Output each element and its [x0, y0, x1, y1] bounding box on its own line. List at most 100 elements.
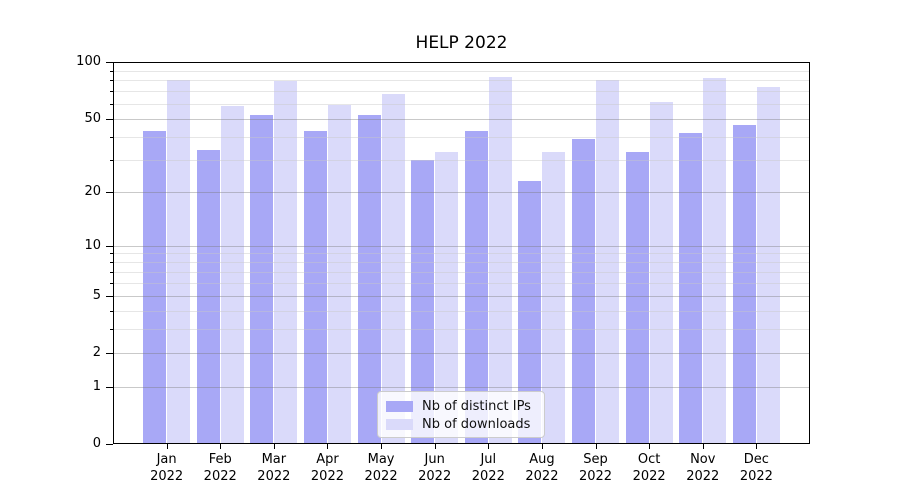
x-tick-mark: [273, 444, 275, 449]
x-label-year: 2022: [418, 469, 452, 484]
bar-ips-mar: [250, 115, 274, 444]
y-tick-label: 2: [92, 345, 101, 361]
y-minor-tick: [110, 80, 113, 82]
y-tick-mark: [106, 192, 113, 193]
major-gridline: [113, 192, 810, 193]
x-tick-mark: [166, 444, 168, 449]
minor-gridline: [113, 253, 810, 255]
x-tick-mark: [488, 444, 490, 449]
bar-downloads-nov: [703, 78, 727, 444]
y-tick-label: 50: [84, 110, 101, 126]
y-minor-tick: [110, 253, 113, 255]
y-minor-tick: [110, 310, 113, 312]
x-label-year: 2022: [364, 469, 398, 484]
minor-gridline: [113, 70, 810, 72]
legend-label-distinct-ips: Nb of distinct IPs: [422, 398, 531, 414]
y-minor-tick: [110, 103, 113, 105]
major-gridline: [113, 295, 810, 297]
x-tick-mark: [434, 444, 436, 449]
bar-downloads-dec: [756, 86, 780, 444]
x-tick-label: Dec 2022: [724, 451, 788, 485]
y-tick-mark: [106, 353, 113, 355]
bar-downloads-apr: [327, 105, 351, 444]
bar-downloads-mar: [274, 81, 298, 444]
y-tick-label: 0: [92, 436, 101, 451]
bar-downloads-jul: [488, 77, 512, 444]
y-tick-mark: [106, 118, 113, 120]
bar-ips-sep: [572, 138, 596, 444]
x-label-month: Jun: [424, 452, 445, 467]
minor-gridline: [113, 329, 810, 331]
major-gridline: [113, 118, 810, 120]
x-label-month: Feb: [208, 452, 232, 467]
x-label-month: Nov: [690, 452, 716, 467]
legend-item-distinct-ips: Nb of distinct IPs: [386, 398, 536, 414]
x-label-year: 2022: [150, 469, 184, 484]
bar-downloads-aug: [542, 152, 566, 444]
x-tick-label: Oct 2022: [617, 451, 681, 485]
x-label-month: Jul: [480, 452, 497, 467]
x-tick-mark: [327, 444, 329, 449]
y-minor-tick: [110, 159, 113, 161]
x-label-year: 2022: [310, 469, 344, 484]
minor-gridline: [113, 136, 810, 138]
x-label-month: Dec: [743, 452, 769, 467]
x-tick-label: Nov 2022: [671, 451, 735, 485]
bar-downloads-oct: [649, 102, 673, 444]
minor-gridline: [113, 310, 810, 312]
y-minor-tick: [110, 282, 113, 284]
x-label-year: 2022: [686, 469, 720, 484]
x-tick-mark: [220, 444, 222, 449]
bar-ips-apr: [303, 130, 327, 444]
bar-downloads-jan: [167, 80, 191, 444]
x-tick-mark: [756, 444, 758, 449]
y-tick-mark: [106, 386, 113, 388]
y-minor-tick: [110, 70, 113, 72]
x-label-month: Jan: [156, 452, 177, 467]
y-tick-label: 5: [92, 287, 101, 303]
bar-ips-nov: [679, 132, 703, 444]
bar-downloads-sep: [596, 80, 620, 444]
major-gridline: [113, 353, 810, 355]
y-tick-label: 10: [84, 237, 101, 253]
x-label-year: 2022: [257, 469, 291, 484]
minor-gridline: [113, 271, 810, 273]
minor-gridline: [113, 80, 810, 82]
legend-label-downloads: Nb of downloads: [422, 416, 531, 432]
major-gridline: [113, 62, 810, 63]
x-tick-label: Mar 2022: [242, 451, 306, 485]
chart-title: HELP 2022: [415, 33, 508, 53]
y-minor-tick: [110, 271, 113, 273]
x-label-month: Aug: [529, 452, 555, 467]
x-label-month: Mar: [261, 452, 287, 467]
x-label-month: Sep: [583, 452, 608, 467]
x-label-year: 2022: [471, 469, 505, 484]
minor-gridline: [113, 103, 810, 105]
y-tick-mark: [106, 295, 113, 297]
y-minor-tick: [110, 329, 113, 331]
y-minor-tick: [110, 136, 113, 138]
minor-gridline: [113, 159, 810, 161]
legend: Nb of distinct IPs Nb of downloads: [377, 391, 545, 438]
x-label-month: Oct: [637, 452, 661, 467]
y-tick-label: 1: [92, 378, 101, 394]
x-tick-label: Jul 2022: [456, 451, 520, 485]
x-tick-mark: [541, 444, 543, 449]
x-label-year: 2022: [739, 469, 773, 484]
legend-item-downloads: Nb of downloads: [386, 416, 536, 432]
bar-ips-oct: [625, 152, 649, 444]
x-label-year: 2022: [525, 469, 559, 484]
x-tick-mark: [702, 444, 704, 449]
y-tick-mark: [106, 62, 113, 63]
minor-gridline: [113, 91, 810, 93]
x-tick-label: May 2022: [349, 451, 413, 485]
legend-swatch-downloads: [386, 418, 413, 430]
x-tick-label: Jun 2022: [403, 451, 467, 485]
x-tick-label: Feb 2022: [188, 451, 252, 485]
minor-gridline: [113, 282, 810, 284]
x-tick-mark: [381, 444, 383, 449]
x-label-month: Apr: [316, 452, 339, 467]
bar-ips-feb: [196, 149, 220, 444]
x-tick-label: Aug 2022: [510, 451, 574, 485]
